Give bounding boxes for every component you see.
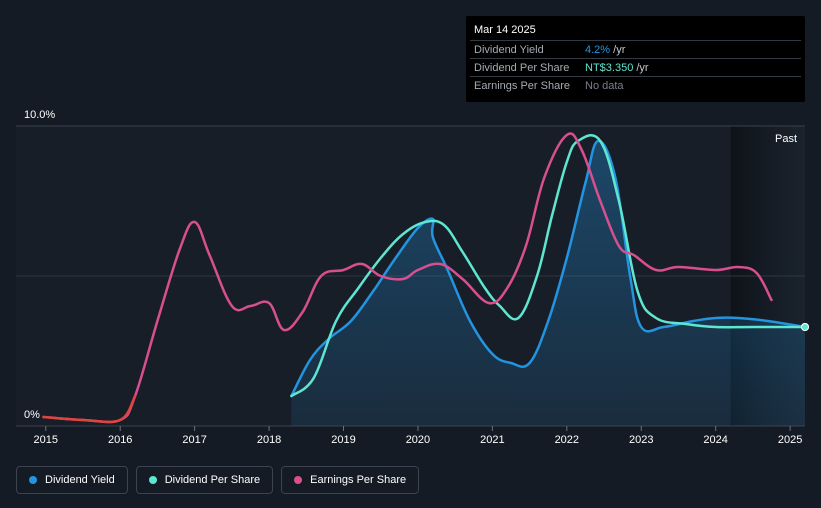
tooltip-label: Dividend Per Share bbox=[474, 62, 570, 74]
x-tick-label: 2016 bbox=[108, 434, 132, 446]
tooltip-label: Dividend Yield bbox=[474, 44, 544, 56]
x-tick-label: 2018 bbox=[257, 434, 281, 446]
x-tick-label: 2020 bbox=[406, 434, 430, 446]
tooltip: Mar 14 2025 Dividend Yield 4.2% /yr Divi… bbox=[466, 16, 805, 102]
x-axis-ticks: 2015 2016 2017 2018 2019 2020 2021 2022 2023 2024… bbox=[34, 426, 802, 446]
line-layer bbox=[42, 132, 809, 424]
legend-label: Dividend Yield bbox=[45, 474, 115, 486]
tooltip-label: Earnings Per Share bbox=[474, 80, 570, 92]
x-tick-label: 2022 bbox=[555, 434, 579, 446]
tooltip-value-number: 4.2% bbox=[585, 44, 611, 56]
legend-item-dividend-per-share[interactable]: Dividend Per Share bbox=[135, 466, 274, 494]
x-tick-label: 2017 bbox=[182, 434, 206, 446]
x-tick-label: 2019 bbox=[331, 434, 355, 446]
series-end-point-dividend-per-share[interactable] bbox=[801, 323, 809, 331]
tooltip-value-unit: /yr bbox=[610, 44, 626, 56]
tooltip-value: NT$3.350 /yr bbox=[585, 62, 649, 74]
tooltip-value-number: No data bbox=[585, 80, 624, 92]
series-line-earnings-per-share bbox=[42, 132, 773, 424]
area-layer bbox=[291, 140, 805, 426]
series-line-earnings-loss-segment bbox=[42, 394, 137, 424]
past-label: Past bbox=[775, 133, 797, 145]
legend-label: Dividend Per Share bbox=[164, 474, 261, 486]
legend-dot-icon bbox=[294, 476, 303, 484]
x-tick-label: 2023 bbox=[629, 434, 653, 446]
x-tick-label: 2024 bbox=[703, 434, 727, 446]
x-tick-label: 2025 bbox=[778, 434, 802, 446]
legend-dot-icon bbox=[29, 476, 37, 484]
tooltip-value: 4.2% /yr bbox=[585, 44, 625, 56]
legend: Dividend Yield Dividend Per Share Earnin… bbox=[16, 466, 420, 494]
series-area-dividend-yield bbox=[291, 140, 805, 426]
legend-item-dividend-yield[interactable]: Dividend Yield bbox=[16, 466, 128, 494]
tooltip-value: No data bbox=[585, 80, 624, 92]
legend-label: Earnings Per Share bbox=[310, 474, 407, 486]
tooltip-value-number: NT$3.350 bbox=[585, 62, 634, 74]
x-tick-label: 2015 bbox=[34, 434, 58, 446]
tooltip-row-dividend-per-share: Dividend Per Share NT$3.350 /yr bbox=[470, 58, 801, 77]
series-line-dividend-per-share bbox=[290, 134, 807, 398]
legend-dot-icon bbox=[148, 476, 157, 484]
legend-item-earnings-per-share[interactable]: Earnings Per Share bbox=[281, 466, 420, 494]
tooltip-value-unit: /yr bbox=[633, 62, 649, 74]
tooltip-row-earnings-per-share: Earnings Per Share No data bbox=[470, 76, 801, 95]
tooltip-row-dividend-yield: Dividend Yield 4.2% /yr bbox=[470, 40, 801, 59]
y-tick-label-top: 10.0% bbox=[24, 109, 55, 121]
y-tick-label-bottom: 0% bbox=[24, 409, 40, 421]
tooltip-date: Mar 14 2025 bbox=[474, 24, 536, 36]
x-tick-label: 2021 bbox=[480, 434, 504, 446]
